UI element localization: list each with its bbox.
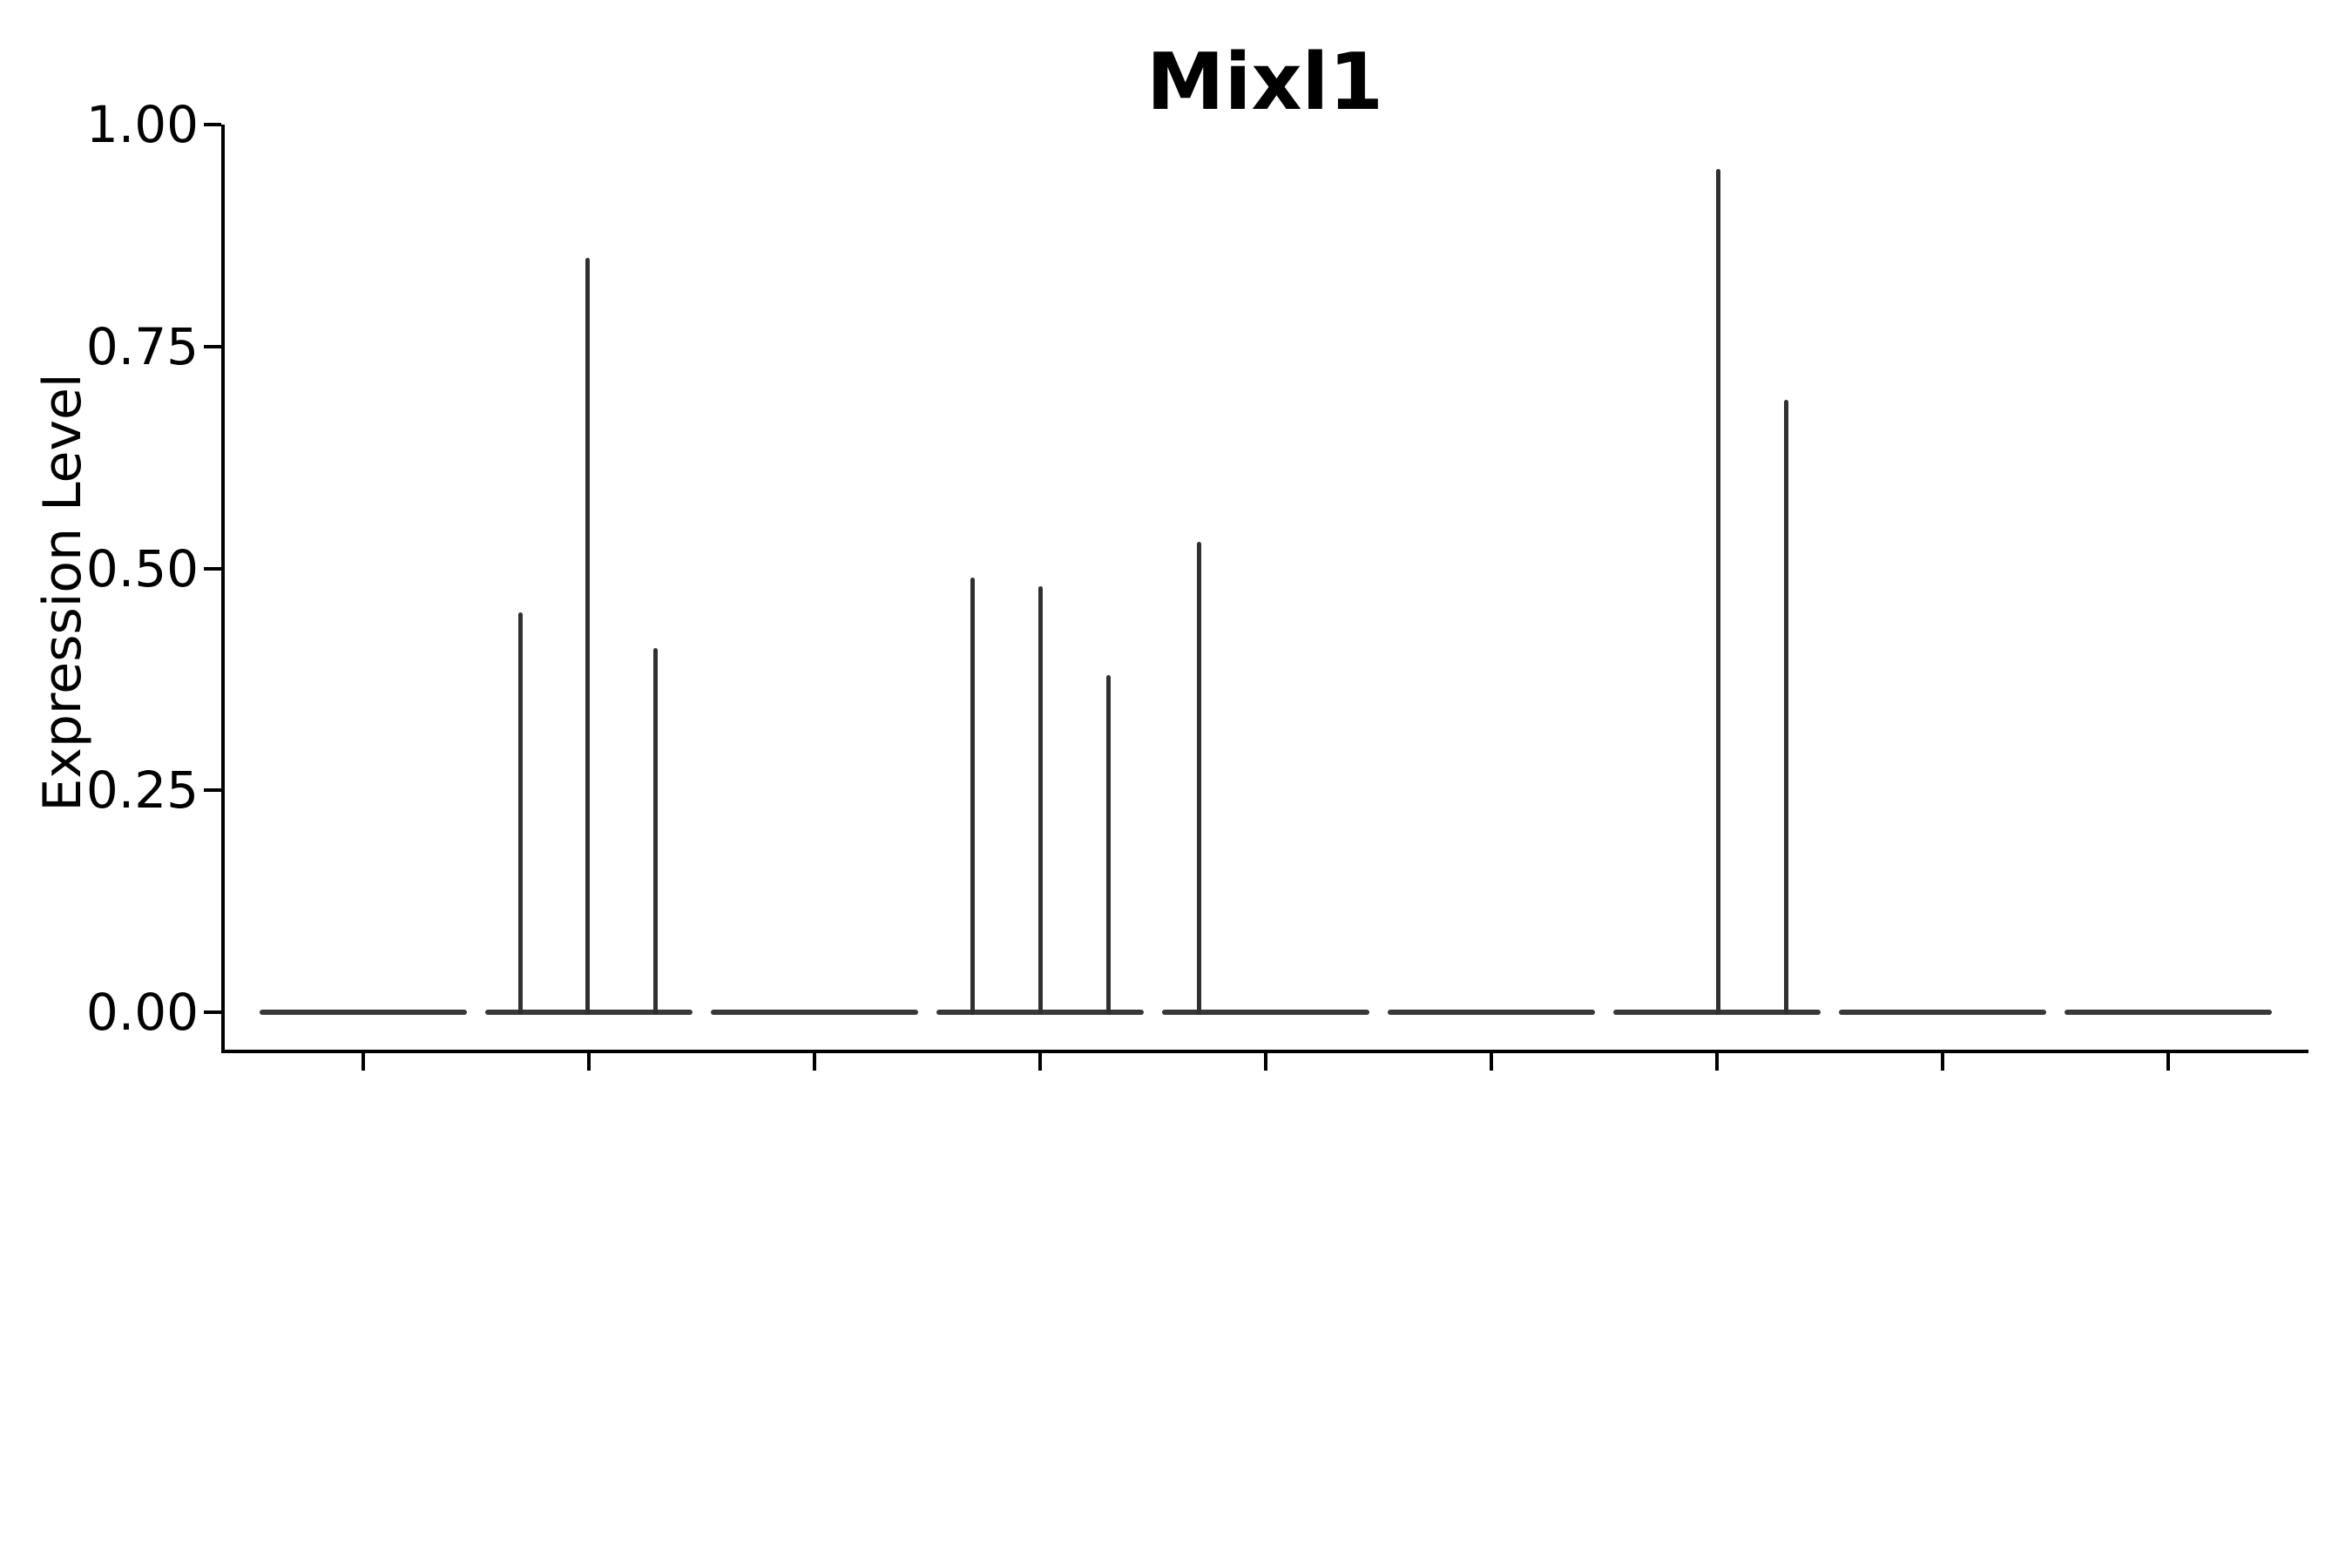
chart-title: Mixl1: [1146, 37, 1383, 128]
violin-spike: [1784, 399, 1788, 1015]
x-axis-tick: [1941, 1053, 1944, 1071]
violin-baseline: [711, 1010, 918, 1015]
x-axis-tick: [813, 1053, 816, 1071]
violin-baseline: [1388, 1010, 1595, 1015]
violin-spike: [1038, 585, 1043, 1015]
x-axis-line: [221, 1050, 2308, 1053]
x-axis-tick: [587, 1053, 591, 1071]
x-axis-tick: [1490, 1053, 1493, 1071]
y-axis-line: [221, 125, 225, 1053]
y-axis-tick-label: 0.50: [85, 538, 199, 598]
x-axis-tick: [362, 1053, 365, 1071]
violin-spike: [585, 257, 590, 1015]
violin-spike: [1106, 674, 1111, 1015]
y-axis-tick-label: 0.00: [85, 983, 199, 1042]
y-axis-tick-label: 1.00: [85, 95, 199, 154]
violin-baseline: [260, 1010, 467, 1015]
y-axis-tick-label: 0.75: [85, 316, 199, 376]
violin-baseline: [1839, 1010, 2046, 1015]
y-axis-tick: [204, 123, 221, 126]
y-axis-tick: [204, 566, 221, 571]
x-axis-tick: [1264, 1053, 1267, 1071]
violin-spike: [653, 648, 658, 1015]
violin-spike: [970, 577, 975, 1015]
x-axis-tick: [2166, 1053, 2170, 1071]
y-axis-tick-label: 0.25: [85, 760, 199, 821]
violin-spike: [518, 612, 523, 1015]
violin-spike: [1197, 541, 1201, 1015]
x-axis-tick: [1715, 1053, 1719, 1071]
y-axis-tick: [204, 1010, 221, 1014]
x-axis-tick: [1038, 1053, 1042, 1071]
y-axis-tick: [204, 344, 221, 348]
violin-baseline: [2065, 1010, 2272, 1015]
violin-spike: [1716, 168, 1720, 1015]
violin-baseline: [1162, 1010, 1369, 1015]
y-axis-tick: [204, 788, 221, 793]
